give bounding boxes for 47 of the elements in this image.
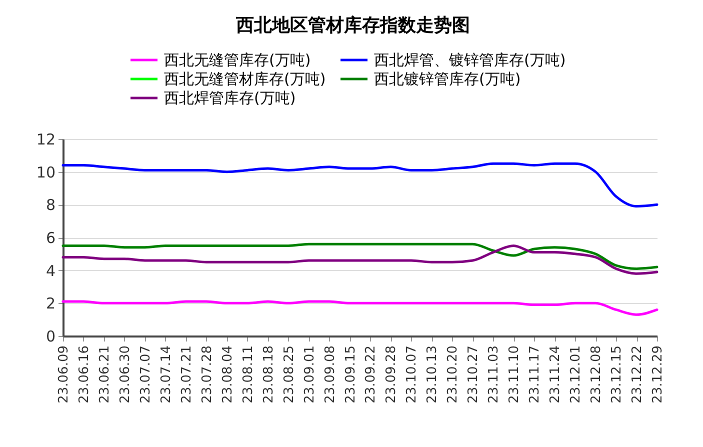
x-tick-label: 23.10.27 (466, 346, 482, 404)
x-tick-label: 23.06.21 (97, 346, 112, 404)
chart-title: 西北地区管材库存指数走势图 (235, 15, 470, 36)
x-tick-label: 23.09.08 (322, 346, 338, 404)
y-tick-label: 4 (46, 262, 56, 280)
x-tick-label: 23.06.16 (76, 346, 92, 404)
x-tick-label: 23.10.13 (425, 346, 440, 404)
x-tick-label: 23.11.17 (528, 346, 543, 404)
y-tick-label: 10 (36, 163, 56, 182)
x-tick-label: 23.08.18 (261, 346, 276, 404)
x-tick-label: 23.07.28 (200, 346, 215, 404)
x-tick-label: 23.09.22 (364, 346, 379, 404)
x-tick-label: 23.09.01 (302, 346, 318, 404)
y-tick-label: 6 (46, 229, 56, 247)
x-tick-label: 23.12.22 (630, 346, 646, 404)
x-tick-label: 23.07.21 (179, 346, 194, 404)
line-series (62, 162, 658, 208)
legend-label: 西北无缝管库存(万吨) (164, 51, 311, 69)
x-tick-label: 23.10.20 (446, 346, 461, 404)
x-tick-label: 23.08.11 (240, 346, 256, 404)
line-series (62, 242, 658, 270)
x-tick-label: 23.11.24 (548, 346, 564, 404)
x-tick-label: 23.11.03 (486, 346, 502, 404)
legend-label: 西北焊管库存(万吨) (164, 89, 296, 107)
y-tick-label: 2 (46, 294, 56, 313)
line-series (62, 244, 658, 275)
legend-label: 西北焊管、镀锌管库存(万吨) (374, 51, 566, 69)
x-tick-label: 23.12.01 (568, 346, 584, 404)
x-tick-label: 23.11.10 (507, 346, 522, 404)
x-tick-label: 23.08.25 (282, 346, 297, 404)
x-tick-label: 23.12.29 (650, 346, 666, 404)
x-tick-label: 23.12.15 (610, 346, 625, 404)
x-tick-label: 23.06.30 (118, 346, 133, 404)
x-tick-label: 23.07.14 (158, 346, 174, 404)
x-tick-label: 23.09.15 (343, 346, 358, 404)
y-tick-label: 8 (46, 196, 56, 214)
y-tick-label: 12 (36, 130, 56, 148)
x-tick-label: 23.07.07 (138, 346, 154, 404)
x-tick-label: 23.12.08 (589, 346, 604, 404)
line-series (62, 300, 658, 316)
x-tick-label: 23.06.09 (56, 346, 72, 404)
legend-label: 西北无缝管材库存(万吨) (164, 70, 326, 88)
legend-label: 西北镀锌管库存(万吨) (374, 70, 521, 88)
y-tick-label: 0 (46, 328, 56, 346)
x-tick-label: 23.10.07 (404, 346, 420, 404)
x-tick-label: 23.08.04 (220, 346, 236, 404)
x-tick-label: 23.09.28 (384, 346, 400, 404)
